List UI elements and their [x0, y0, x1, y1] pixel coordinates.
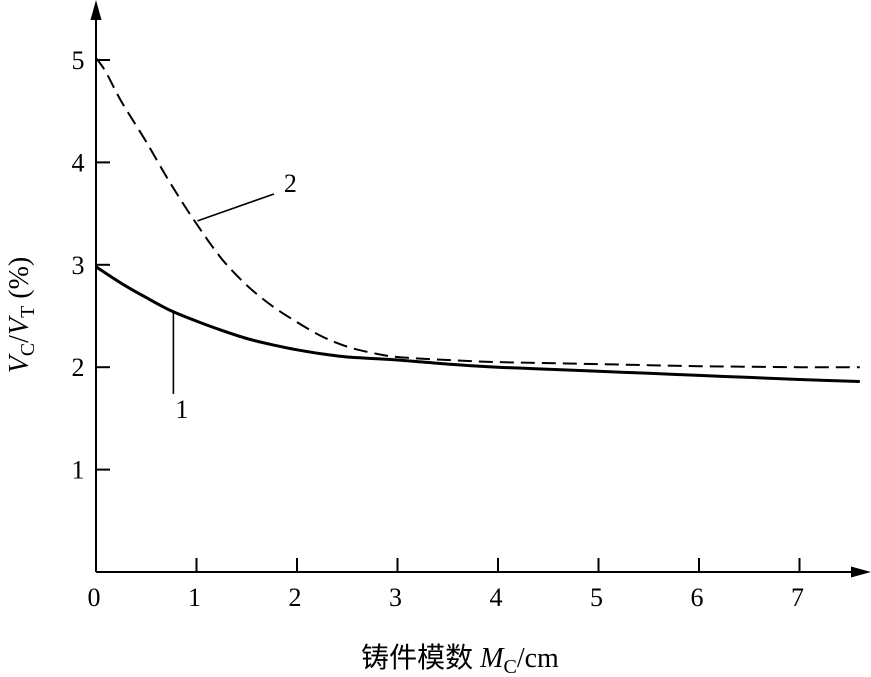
- x-tick-label-7: 7: [791, 583, 804, 612]
- x-tick-label-3: 3: [389, 583, 402, 612]
- series-label-2: 2: [284, 169, 297, 198]
- y-tick-label-4: 4: [72, 148, 85, 177]
- series-labels: 12: [172, 169, 297, 424]
- y-axis-title-var2: V: [4, 315, 35, 335]
- x-tick-label-1: 1: [188, 583, 201, 612]
- y-axis-title-sub2: T: [17, 306, 39, 318]
- series-curve-2: [95, 57, 860, 369]
- x-tick-label-5: 5: [590, 583, 603, 612]
- y-axis-title-slash: /: [4, 335, 35, 343]
- series-curve-1: [95, 265, 860, 383]
- y-axis-arrow-icon: [90, 0, 102, 20]
- ticks: [96, 59, 801, 572]
- x-tick-label-2: 2: [289, 583, 302, 612]
- series-layer: [95, 57, 860, 383]
- x-axis-title-sub: C: [504, 656, 517, 677]
- y-tick-label-3: 3: [72, 251, 85, 280]
- x-axis-arrow-icon: [851, 566, 871, 578]
- x-axis-title-prefix: 铸件模数: [361, 642, 480, 674]
- x-tick-label-0: 0: [88, 583, 101, 612]
- y-axis-title-suffix: (%): [4, 257, 35, 306]
- y-axis-title: VC/VT (%): [4, 257, 39, 374]
- x-axis-title-var: M: [479, 643, 505, 674]
- x-axis-title: 铸件模数 MC/cm: [361, 642, 559, 677]
- series-label-1: 1: [175, 395, 188, 424]
- series-leader-2: [197, 193, 275, 222]
- y-tick-label-5: 5: [72, 46, 85, 75]
- y-axis-title-var1: V: [4, 353, 35, 373]
- y-axis-title-sub1: C: [17, 343, 39, 356]
- x-axis-title-suffix: /cm: [517, 643, 559, 674]
- x-tick-label-6: 6: [691, 583, 704, 612]
- y-tick-label-2: 2: [72, 353, 85, 382]
- x-tick-label-4: 4: [490, 583, 503, 612]
- y-tick-label-1: 1: [72, 456, 85, 485]
